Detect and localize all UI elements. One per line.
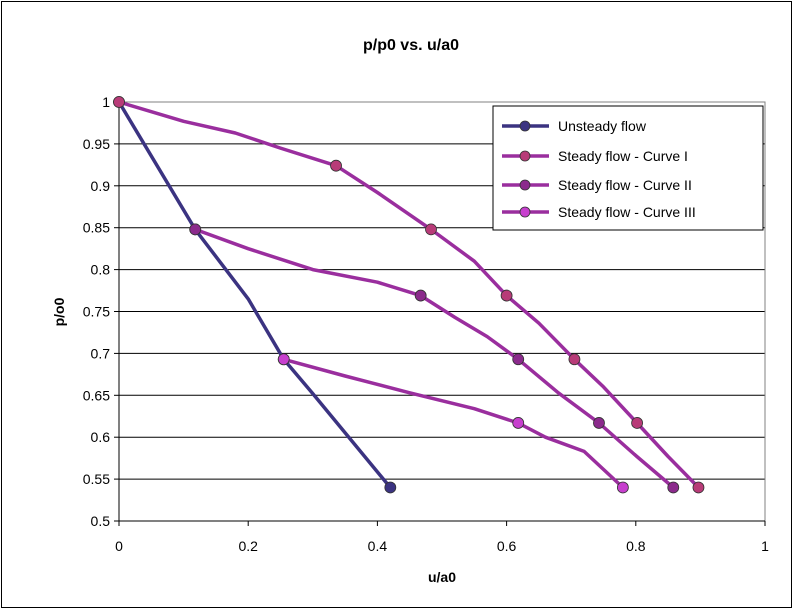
x-axis-label: u/a0 [428, 569, 456, 585]
data-point-steady-flow-curve-i-6 [692, 481, 705, 494]
data-point-steady-flow-curve-ii-4 [667, 481, 680, 494]
legend-label-steady-flow-curve-i: Steady flow - Curve I [558, 148, 688, 164]
y-tick-label: 0.7 [91, 345, 111, 361]
series-line-steady-flow-curve-i [117, 100, 701, 490]
legend-label-unsteady-flow: Unsteady flow [558, 118, 647, 134]
data-point-steady-flow-curve-iii-1 [512, 417, 525, 429]
series-unsteady-flow [113, 96, 397, 494]
chart-title: p/p0 vs. u/a0 [363, 37, 459, 54]
data-point-steady-flow-curve-ii-2 [512, 353, 525, 366]
data-point-unsteady-flow-3 [384, 481, 397, 494]
x-tick-label: 0.4 [368, 538, 388, 554]
y-tick-label: 0.85 [83, 220, 110, 236]
y-tick-label: 0.5 [91, 513, 111, 529]
data-point-steady-flow-curve-i-0 [113, 96, 125, 108]
data-point-steady-flow-curve-ii-3 [593, 417, 605, 429]
axis-layer: 0.5 0.55 0.6 0.65 0.7 0.75 0.8 0.85 0.9 0.95 1 0 0.2… [83, 94, 769, 554]
y-tick-label: 0.9 [91, 178, 111, 194]
series-steady-flow-curve-i [113, 96, 705, 494]
legend-entry-steady-flow-curve-ii: Steady flow - Curve II [502, 177, 692, 193]
series-layer [113, 96, 705, 494]
y-tick-label: 1 [102, 94, 110, 110]
x-tick-label: 0 [115, 538, 123, 554]
x-tick-label: 0.6 [497, 538, 517, 554]
data-point-steady-flow-curve-iii-0 [277, 353, 290, 366]
x-tick-label: 1 [761, 538, 769, 554]
x-tick-label: 0.2 [238, 538, 258, 554]
y-tick-label: 0.65 [83, 387, 110, 403]
y-tick-label: 0.8 [91, 262, 111, 278]
legend-entry-steady-flow-curve-iii: Steady flow - Curve III [502, 204, 696, 220]
data-point-steady-flow-curve-i-1 [330, 159, 342, 172]
series-line-steady-flow-curve-ii [193, 227, 676, 490]
data-point-steady-flow-curve-ii-0 [189, 223, 202, 236]
y-axis-label: p/o0 [51, 297, 67, 326]
series-line-unsteady-flow [117, 100, 393, 490]
legend-entry-unsteady-flow: Unsteady flow [502, 118, 647, 134]
y-tick-label: 0.95 [83, 136, 110, 152]
series-steady-flow-curve-iii [277, 353, 629, 494]
x-tick-label: 0.8 [626, 538, 646, 554]
data-point-steady-flow-curve-i-3 [500, 289, 513, 302]
legend: Unsteady flow Steady flow - Curve I Stea… [492, 105, 764, 231]
legend-label-steady-flow-curve-iii: Steady flow - Curve III [558, 204, 696, 220]
legend-entry-steady-flow-curve-i: Steady flow - Curve I [502, 148, 688, 164]
series-steady-flow-curve-ii [189, 223, 680, 494]
data-point-steady-flow-curve-i-4 [568, 353, 581, 366]
data-point-steady-flow-curve-iii-2 [616, 481, 629, 494]
data-point-steady-flow-curve-ii-1 [414, 289, 427, 302]
data-point-steady-flow-curve-i-2 [425, 223, 437, 236]
y-tick-label: 0.75 [83, 304, 110, 320]
series-line-steady-flow-curve-iii [281, 357, 625, 490]
legend-label-steady-flow-curve-ii: Steady flow - Curve II [558, 177, 692, 193]
data-point-steady-flow-curve-i-5 [631, 417, 643, 429]
y-tick-label: 0.6 [91, 429, 111, 445]
y-tick-label: 0.55 [83, 471, 110, 487]
